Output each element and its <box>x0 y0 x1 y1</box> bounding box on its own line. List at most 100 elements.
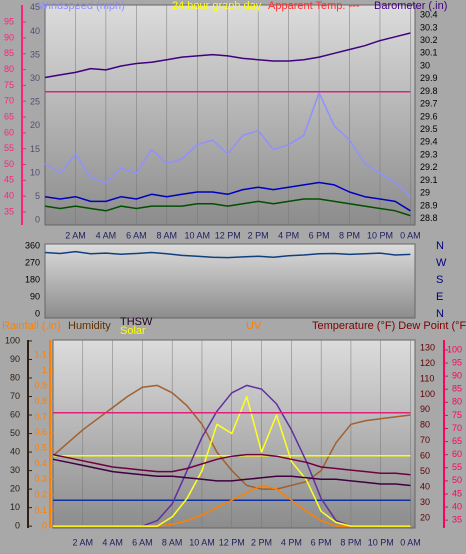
series-line <box>52 453 411 476</box>
y-tick-label: 0.6 <box>34 427 47 437</box>
series-line <box>52 458 411 487</box>
y-tick-label: 80 <box>10 372 20 382</box>
x-tick-label: 4 PM <box>278 230 299 240</box>
y-tick-label: 90 <box>10 354 20 364</box>
legend-label: Solar <box>120 325 146 337</box>
y-tick-label: 25 <box>30 97 40 107</box>
series-line <box>52 384 411 490</box>
x-tick-label: 10 AM <box>185 230 211 240</box>
compass-label: E <box>436 291 443 303</box>
y-tick-label: 1.1 <box>34 349 47 359</box>
y-tick-label: 15 <box>30 144 40 154</box>
y-tick-label: 0 <box>42 520 47 530</box>
y-tick-label: 30.1 <box>420 48 438 58</box>
y-tick-label: 0.1 <box>34 505 47 515</box>
y-tick-label: 40 <box>452 501 462 511</box>
y-tick-label: 40 <box>30 26 40 36</box>
legend-label: THSW <box>120 316 153 328</box>
y-tick-label: 80 <box>4 64 14 74</box>
y-tick-label: 30.4 <box>420 10 438 20</box>
x-tick-label: 2 AM <box>73 537 94 547</box>
y-tick-label: 75 <box>452 410 462 420</box>
y-tick-label: 0.8 <box>34 396 47 406</box>
y-tick-label: 29.3 <box>420 149 438 159</box>
legend-label: Apparent Temp. --- <box>268 0 360 12</box>
series-line <box>53 395 411 527</box>
x-tick-label: 8 AM <box>157 230 178 240</box>
x-tick-label: 8 PM <box>340 537 361 547</box>
y-tick-label: 70 <box>452 423 462 433</box>
y-tick-label: 65 <box>452 436 462 446</box>
compass-label: N <box>436 308 444 320</box>
y-tick-label: 29.2 <box>420 162 438 172</box>
plot-area <box>52 339 416 529</box>
y-tick-label: 0.3 <box>34 474 47 484</box>
legend-label: Humidity <box>68 320 111 332</box>
x-tick-label: 4 AM <box>102 537 123 547</box>
y-tick-label: 29 <box>420 188 430 198</box>
y-tick-label: 130 <box>420 342 435 352</box>
y-tick-label: 0.7 <box>34 412 47 422</box>
y-tick-label: 29.7 <box>420 99 438 109</box>
plot-area <box>44 4 416 226</box>
y-tick-label: 28.8 <box>420 213 438 223</box>
compass-label: S <box>436 274 443 286</box>
y-tick-label: 0 <box>35 215 40 225</box>
x-tick-label: 6 PM <box>311 537 332 547</box>
series-line <box>44 92 411 198</box>
x-tick-label: 6 AM <box>132 537 153 547</box>
legend-label: UV <box>246 320 262 332</box>
y-tick-label: 90 <box>30 291 40 301</box>
y-tick-label: 35 <box>452 515 462 525</box>
y-tick-label: 90 <box>4 32 14 42</box>
legend-label: Barometer (.in) <box>374 0 447 12</box>
y-tick-label: 75 <box>4 80 14 90</box>
y-tick-label: 45 <box>452 488 462 498</box>
y-tick-label: 50 <box>4 159 14 169</box>
y-tick-label: 50 <box>420 466 430 476</box>
y-tick-label: 50 <box>10 428 20 438</box>
y-tick-label: 30 <box>30 73 40 83</box>
x-tick-label: 4 AM <box>96 230 117 240</box>
y-tick-label: 40 <box>4 191 14 201</box>
y-tick-label: 29.8 <box>420 86 438 96</box>
y-tick-label: 60 <box>452 449 462 459</box>
y-tick-label: 0 <box>15 521 20 531</box>
y-tick-label: 29.5 <box>420 124 438 134</box>
x-tick-label: 2 PM <box>251 537 272 547</box>
x-tick-label: 2 AM <box>65 230 86 240</box>
x-tick-label: 10 PM <box>367 230 393 240</box>
x-tick-label: 4 PM <box>281 537 302 547</box>
y-tick-label: 30.2 <box>420 35 438 45</box>
y-tick-label: 50 <box>452 475 462 485</box>
series-line <box>44 250 411 259</box>
y-tick-label: 95 <box>452 357 462 367</box>
y-tick-label: 0.4 <box>34 458 47 468</box>
x-tick-label: 12 PM <box>215 230 241 240</box>
y-tick-label: 85 <box>452 384 462 394</box>
y-tick-label: 0 <box>35 308 40 318</box>
y-tick-label: 60 <box>420 451 430 461</box>
y-tick-label: 80 <box>452 397 462 407</box>
y-tick-label: 60 <box>10 409 20 419</box>
y-tick-label: 35 <box>4 206 14 216</box>
legend-label: Temperature (°F) Dew Point (°F) <box>312 320 466 332</box>
plot-area <box>44 243 416 319</box>
y-tick-label: 90 <box>420 404 430 414</box>
y-tick-label: 80 <box>420 420 430 430</box>
y-tick-label: 29.6 <box>420 111 438 121</box>
y-tick-label: 20 <box>420 512 430 522</box>
series-line <box>44 198 411 217</box>
y-tick-label: 28.9 <box>420 200 438 210</box>
y-tick-label: 30 <box>420 60 430 70</box>
x-tick-label: 8 AM <box>162 537 183 547</box>
x-tick-label: 6 AM <box>126 230 147 240</box>
y-tick-label: 0.2 <box>34 489 47 499</box>
y-tick-label: 10 <box>30 167 40 177</box>
y-tick-label: 0.9 <box>34 380 47 390</box>
y-tick-label: 35 <box>30 49 40 59</box>
y-tick-label: 100 <box>5 335 20 345</box>
y-tick-label: 40 <box>10 446 20 456</box>
x-tick-label: 0 AM <box>400 537 421 547</box>
